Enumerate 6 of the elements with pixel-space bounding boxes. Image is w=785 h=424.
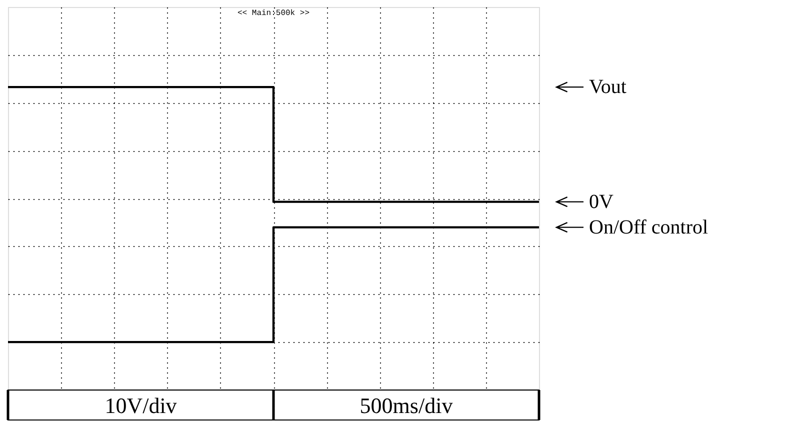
text: 10V/div — [104, 393, 177, 418]
text: 0V — [589, 190, 614, 213]
text: 500ms/div — [360, 393, 453, 418]
legend-label: On/Off control — [589, 216, 708, 238]
legend-label: Vout — [589, 76, 627, 98]
text: << Main:500k >> — [237, 9, 310, 18]
